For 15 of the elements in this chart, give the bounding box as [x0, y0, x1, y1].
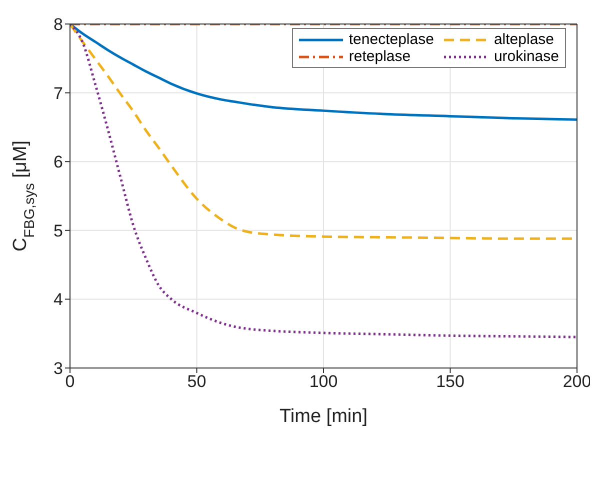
legend-label: urokinase — [494, 48, 559, 65]
legend-label: alteplase — [494, 31, 554, 48]
y-tick-label: 6 — [54, 152, 63, 172]
y-tick-label: 7 — [54, 84, 63, 103]
y-tick-label: 3 — [54, 359, 63, 378]
x-tick-label: 0 — [65, 372, 75, 392]
y-tick-label: 5 — [54, 221, 63, 240]
x-tick-label: 50 — [187, 372, 206, 392]
x-tick-label: 100 — [309, 372, 338, 392]
legend-label: reteplase — [348, 48, 411, 65]
y-tick-label: 8 — [54, 15, 63, 34]
y-tick-label: 4 — [54, 290, 63, 310]
legend-label: tenecteplase — [348, 31, 434, 48]
x-axis-title: Time [min] — [280, 406, 368, 427]
x-tick-label: 150 — [436, 372, 464, 392]
